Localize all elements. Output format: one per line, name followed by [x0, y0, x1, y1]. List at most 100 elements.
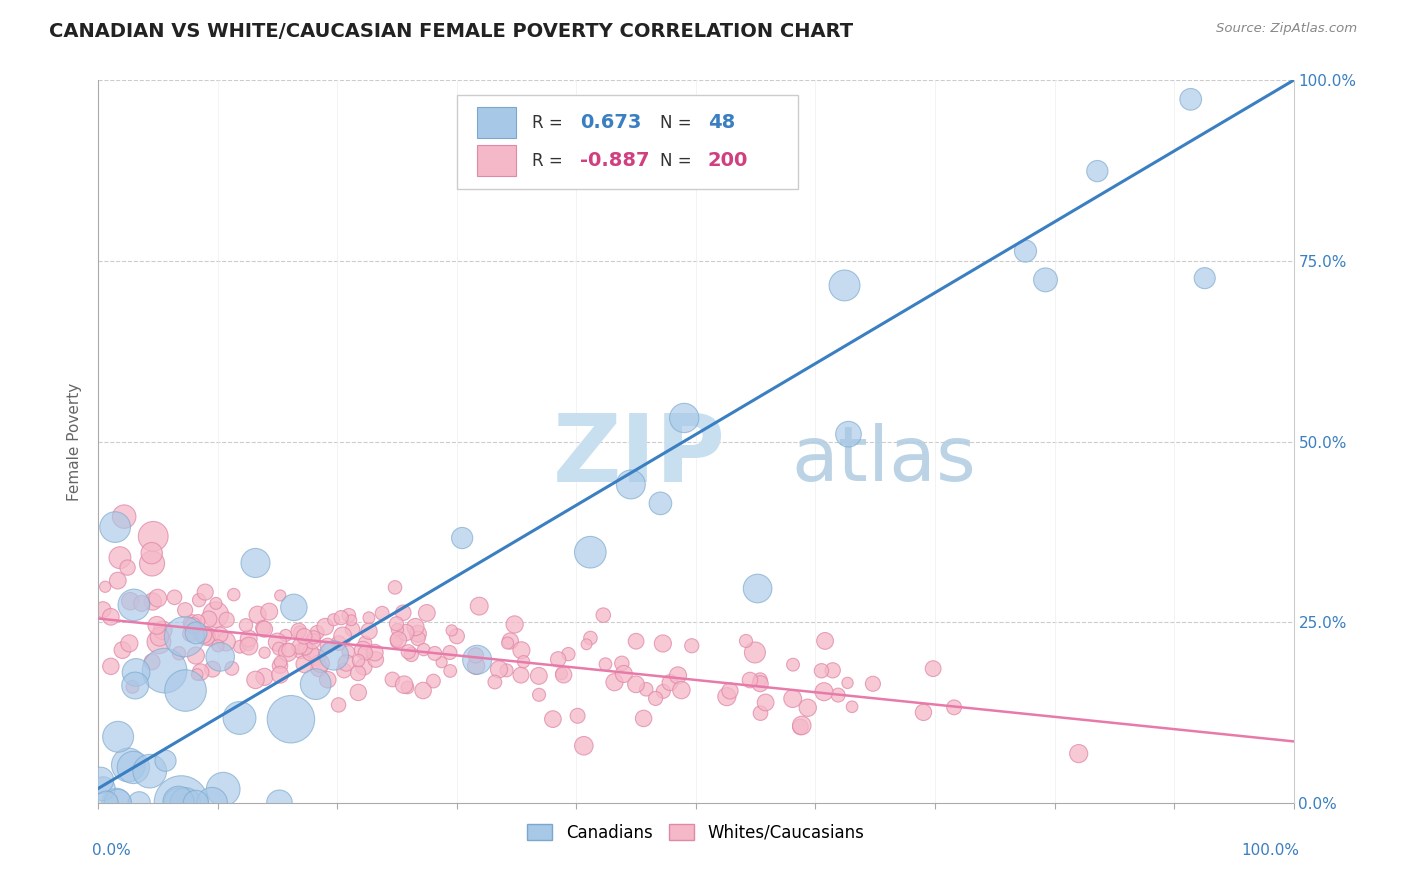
Point — [316, 639, 339, 653]
Point — [238, 637, 260, 651]
Point — [307, 625, 329, 640]
Point — [439, 664, 461, 678]
Point — [412, 683, 434, 698]
Point — [527, 688, 550, 702]
Point — [287, 624, 309, 638]
Point — [269, 589, 291, 603]
Point — [468, 599, 491, 614]
Point — [332, 629, 354, 643]
Text: CANADIAN VS WHITE/CAUCASIAN FEMALE POVERTY CORRELATION CHART: CANADIAN VS WHITE/CAUCASIAN FEMALE POVER… — [49, 22, 853, 41]
Point — [245, 673, 267, 687]
Point — [277, 645, 299, 659]
Point — [274, 628, 297, 642]
Point — [749, 706, 772, 720]
Point — [782, 691, 804, 706]
Point — [650, 496, 672, 510]
Point — [146, 618, 169, 632]
Point — [181, 618, 204, 632]
Point — [749, 673, 772, 687]
Point — [186, 667, 208, 681]
Point — [547, 652, 569, 666]
Point — [392, 606, 415, 620]
Point — [316, 673, 339, 687]
Point — [671, 683, 693, 698]
Point — [335, 656, 357, 670]
Point — [620, 477, 643, 491]
Point — [118, 636, 141, 650]
Point — [592, 608, 614, 623]
Point — [364, 652, 387, 666]
Text: N =: N = — [661, 113, 697, 132]
Point — [810, 664, 832, 678]
Point — [387, 632, 409, 647]
Point — [495, 664, 517, 678]
Point — [184, 648, 207, 663]
Point — [209, 649, 232, 664]
Point — [266, 635, 288, 649]
Point — [91, 603, 114, 617]
Point — [416, 606, 439, 620]
Point — [439, 646, 461, 660]
Point — [184, 626, 207, 640]
Point — [141, 546, 163, 560]
Point — [392, 678, 415, 692]
Point — [269, 667, 291, 681]
Text: R =: R = — [533, 113, 568, 132]
Point — [89, 773, 111, 788]
Point — [464, 648, 486, 663]
Point — [328, 636, 350, 650]
Point — [837, 676, 859, 690]
Point — [579, 631, 602, 645]
Point — [1014, 244, 1036, 258]
Point — [451, 531, 474, 545]
Point — [1035, 273, 1057, 287]
Point — [814, 634, 837, 648]
Point — [238, 639, 260, 653]
Point — [294, 657, 316, 672]
Point — [197, 612, 219, 626]
Point — [347, 654, 370, 668]
Point — [406, 632, 429, 646]
Point — [503, 617, 526, 632]
Point — [252, 621, 274, 635]
Point — [337, 645, 360, 659]
Point — [371, 607, 394, 621]
Point — [488, 662, 510, 676]
Point — [141, 557, 163, 571]
Point — [314, 620, 336, 634]
Point — [422, 674, 444, 689]
Point — [131, 596, 153, 610]
Point — [138, 764, 160, 779]
Point — [385, 635, 408, 649]
Point — [205, 596, 228, 610]
Point — [292, 629, 315, 643]
Point — [128, 796, 150, 810]
Point — [354, 646, 377, 660]
Point — [142, 529, 165, 543]
Point — [246, 607, 269, 622]
Point — [96, 796, 118, 810]
Point — [651, 636, 673, 650]
Point — [283, 600, 305, 615]
Point — [302, 630, 325, 644]
Point — [308, 661, 330, 675]
Point — [228, 711, 250, 725]
Point — [107, 730, 129, 744]
Point — [170, 796, 193, 810]
Point — [174, 683, 197, 698]
Point — [222, 588, 245, 602]
Point — [253, 670, 276, 684]
Point — [194, 585, 217, 599]
Point — [347, 666, 370, 681]
Point — [209, 627, 232, 641]
Point — [550, 666, 572, 681]
Point — [557, 647, 579, 661]
Point — [943, 700, 966, 714]
Point — [744, 645, 766, 659]
Point — [406, 626, 429, 640]
Point — [94, 580, 117, 594]
Point — [179, 626, 201, 640]
Point — [235, 618, 257, 632]
Point — [579, 545, 602, 559]
Point — [633, 711, 655, 725]
